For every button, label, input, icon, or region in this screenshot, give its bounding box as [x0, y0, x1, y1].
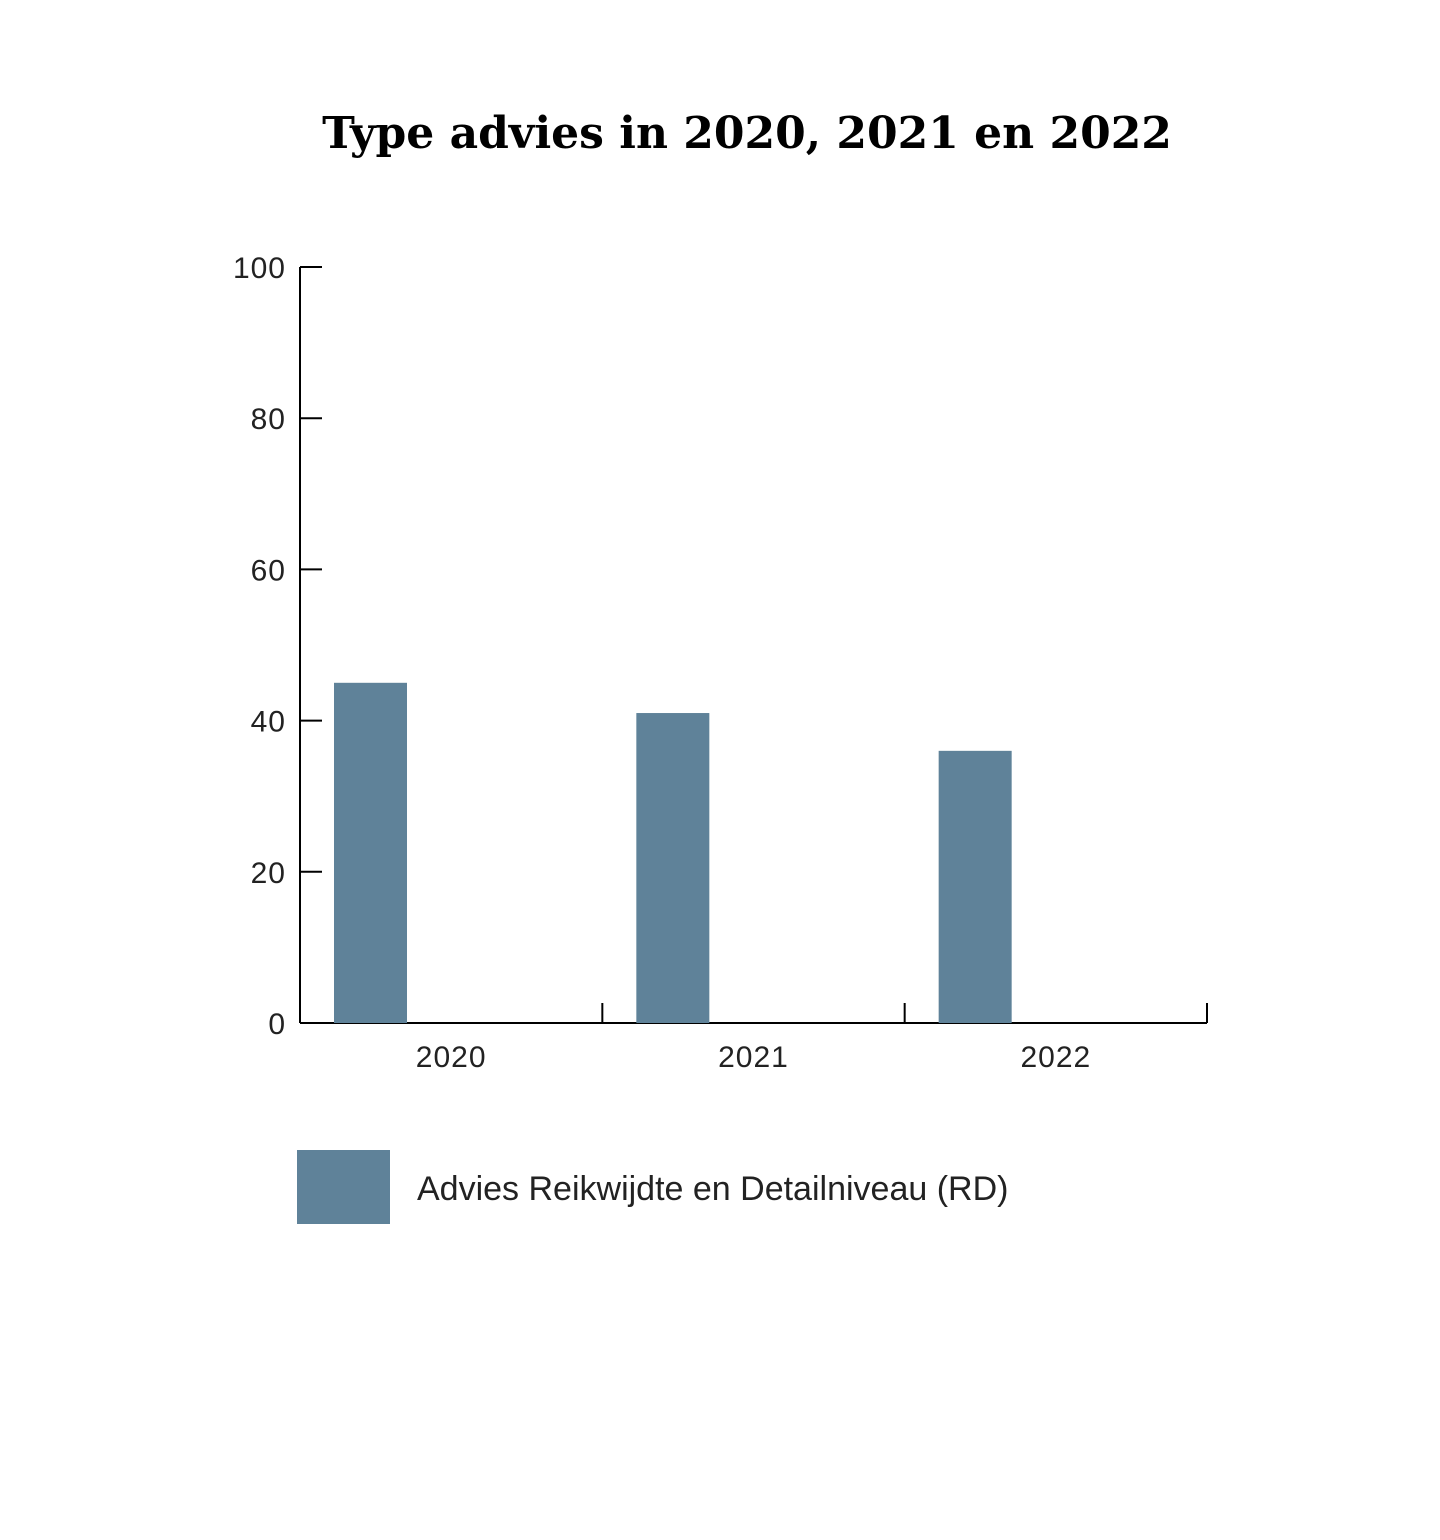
bar-2022 — [938, 750, 1012, 1023]
x-tick-label: 2021 — [718, 1041, 789, 1074]
legend-swatch — [297, 1150, 390, 1224]
x-tick-label: 2022 — [1020, 1041, 1091, 1074]
y-tick-label: 60 — [251, 554, 286, 587]
legend-label: Advies Reikwijdte en Detailniveau (RD) — [417, 1170, 1008, 1208]
y-tick-label: 40 — [251, 706, 286, 739]
y-axis: 0 20 40 60 80 100 — [233, 252, 322, 1041]
y-tick-label: 80 — [251, 403, 286, 436]
bar-2020 — [334, 682, 407, 1023]
bar-2021 — [636, 713, 710, 1023]
y-tick-label: 100 — [233, 252, 286, 285]
x-tick-label: 2020 — [416, 1041, 487, 1074]
x-axis: 2020 2021 2022 — [300, 1003, 1208, 1074]
chart-title: Type advies in 2020, 2021 en 2022 — [322, 108, 1172, 159]
legend: Advies Reikwijdte en Detailniveau (RD) — [297, 1150, 1008, 1224]
bars — [334, 682, 1012, 1023]
y-tick-label: 0 — [268, 1008, 286, 1041]
y-tick-label: 20 — [251, 857, 286, 890]
